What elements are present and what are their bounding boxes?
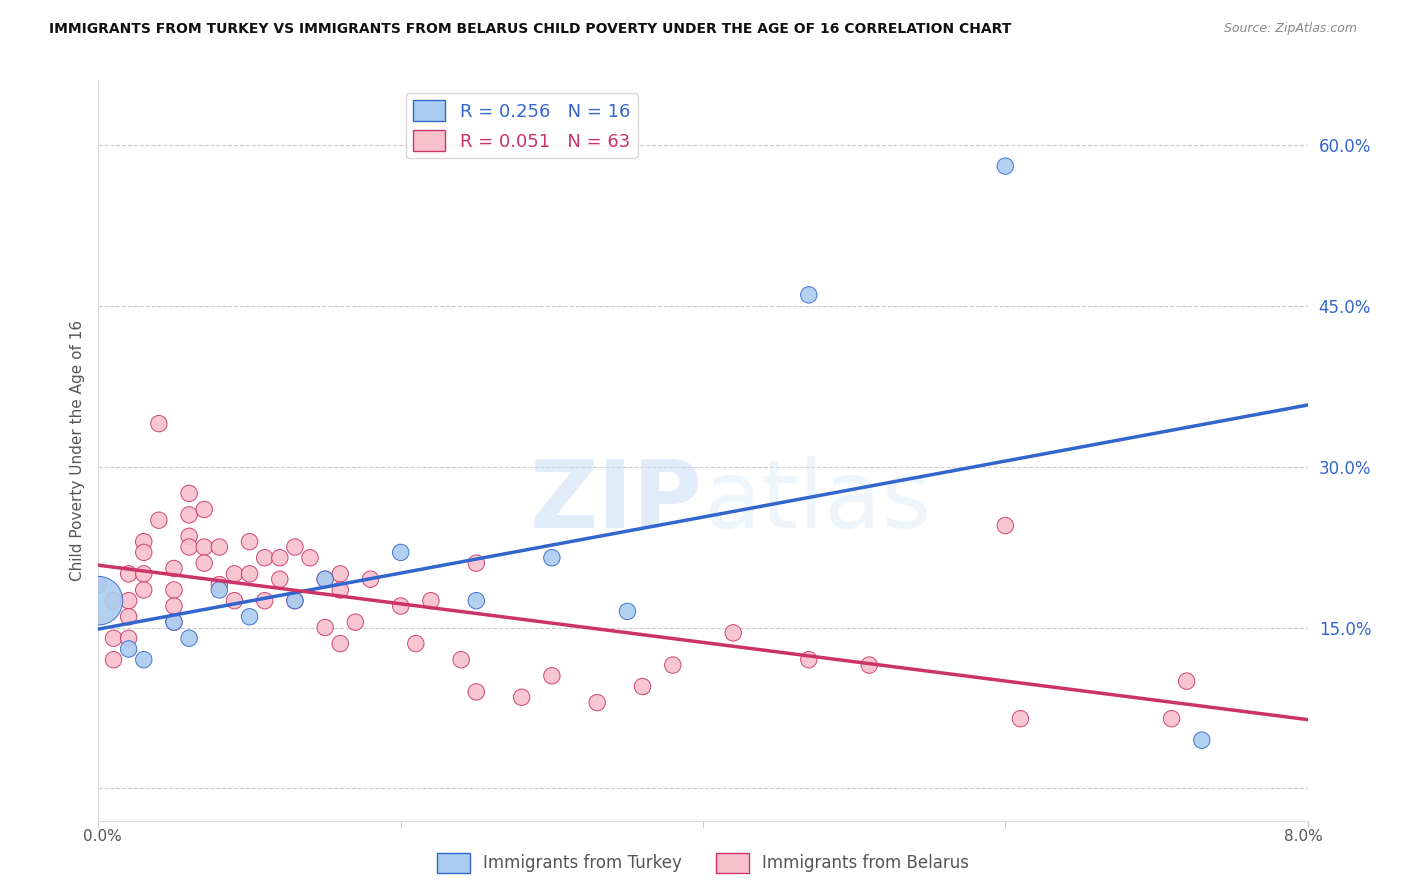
Y-axis label: Child Poverty Under the Age of 16: Child Poverty Under the Age of 16 [69,320,84,581]
Point [1160,712,1182,726]
Point [1191,733,1213,747]
Point [179,529,201,543]
Point [148,417,170,431]
Point [118,632,141,646]
Point [224,566,246,581]
Point [405,637,427,651]
Point [586,696,609,710]
Point [631,680,654,694]
Point [314,620,336,634]
Point [329,637,352,651]
Point [163,599,186,613]
Point [269,550,291,565]
Point [994,159,1017,173]
Point [858,658,880,673]
Point [465,556,488,570]
Point [284,540,307,554]
Point [163,615,186,629]
Point [132,582,155,597]
Point [87,577,110,591]
Point [163,582,186,597]
Point [994,518,1017,533]
Point [208,582,231,597]
Point [344,615,367,629]
Point [163,615,186,629]
Text: Source: ZipAtlas.com: Source: ZipAtlas.com [1223,22,1357,36]
Point [179,508,201,522]
Point [360,572,382,586]
Point [132,566,155,581]
Point [269,572,291,586]
Point [1175,674,1198,689]
Point [103,593,125,607]
Point [284,593,307,607]
Point [118,609,141,624]
Point [103,653,125,667]
Point [193,556,215,570]
Point [723,625,745,640]
Text: ZIP: ZIP [530,457,703,549]
Point [179,540,201,554]
Point [148,513,170,527]
Point [420,593,443,607]
Point [87,593,110,607]
Legend: Immigrants from Turkey, Immigrants from Belarus: Immigrants from Turkey, Immigrants from … [430,847,976,880]
Point [253,550,276,565]
Point [1010,712,1032,726]
Point [132,545,155,559]
Legend: R = 0.256   N = 16, R = 0.051   N = 63: R = 0.256 N = 16, R = 0.051 N = 63 [406,93,637,158]
Point [510,690,533,705]
Text: 8.0%: 8.0% [1284,830,1323,844]
Point [299,550,322,565]
Point [389,599,412,613]
Point [118,566,141,581]
Point [389,545,412,559]
Point [314,572,336,586]
Point [465,593,488,607]
Point [118,593,141,607]
Point [540,669,562,683]
Point [239,566,262,581]
Point [118,642,141,657]
Point [239,534,262,549]
Point [661,658,683,673]
Point [193,540,215,554]
Point [132,653,155,667]
Point [329,566,352,581]
Point [103,632,125,646]
Text: 0.0%: 0.0% [83,830,122,844]
Point [208,577,231,591]
Point [193,502,215,516]
Point [616,604,638,618]
Point [253,593,276,607]
Point [797,288,820,302]
Point [239,609,262,624]
Point [208,540,231,554]
Point [329,582,352,597]
Text: atlas: atlas [703,457,931,549]
Point [179,486,201,500]
Point [179,632,201,646]
Point [163,561,186,575]
Point [797,653,820,667]
Point [314,572,336,586]
Point [284,593,307,607]
Point [450,653,472,667]
Point [465,685,488,699]
Point [540,550,562,565]
Text: IMMIGRANTS FROM TURKEY VS IMMIGRANTS FROM BELARUS CHILD POVERTY UNDER THE AGE OF: IMMIGRANTS FROM TURKEY VS IMMIGRANTS FRO… [49,22,1011,37]
Point [132,534,155,549]
Point [224,593,246,607]
